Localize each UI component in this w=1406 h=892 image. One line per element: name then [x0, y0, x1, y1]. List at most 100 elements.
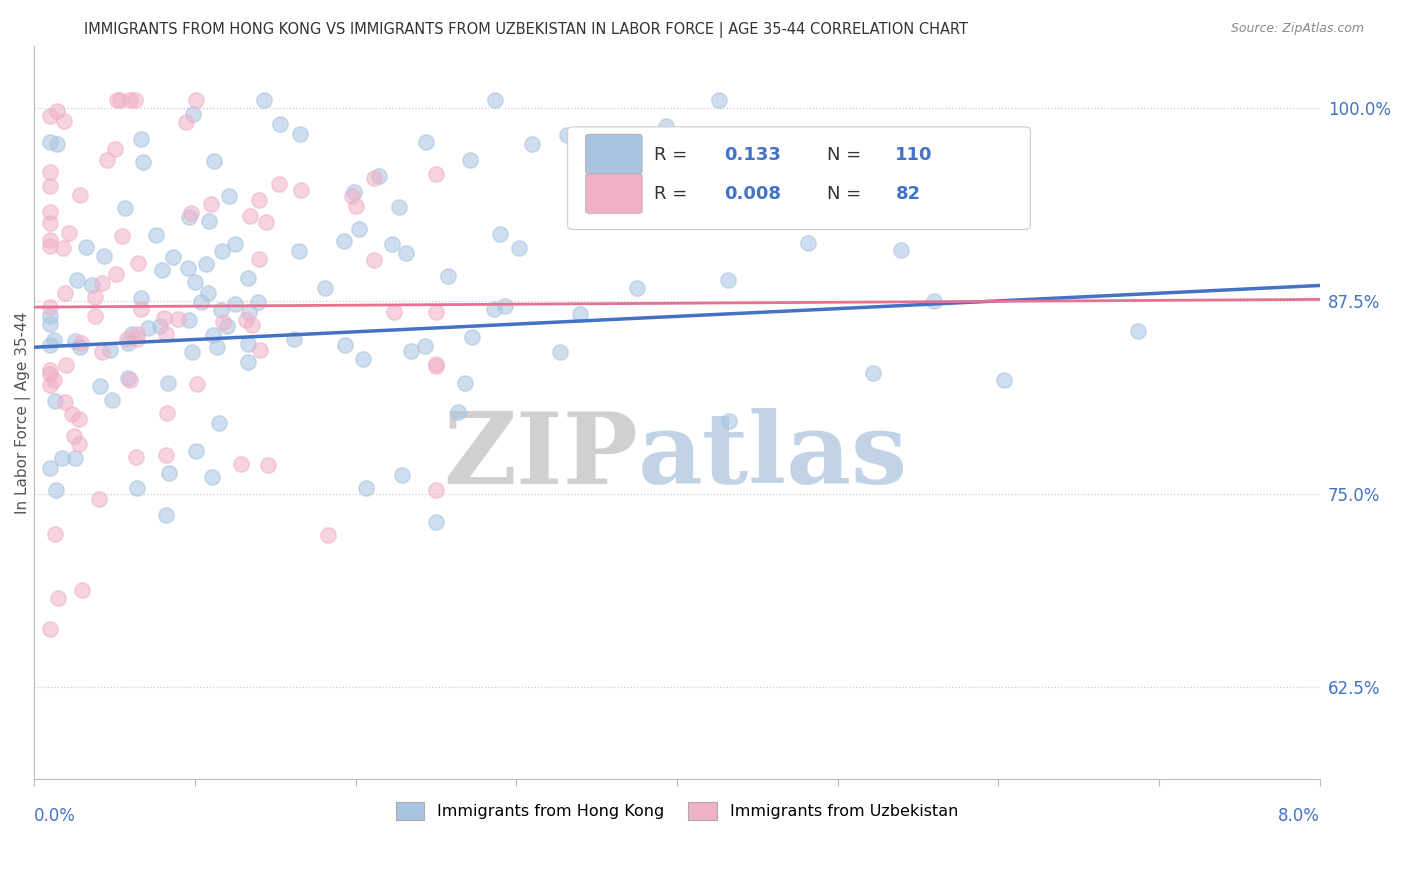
Point — [344, 199, 367, 213]
Point — [184, 443, 207, 458]
Point — [238, 270, 260, 285]
Point — [283, 332, 305, 346]
Point — [461, 330, 484, 344]
Point — [314, 281, 336, 295]
Point — [347, 222, 370, 236]
Point — [246, 295, 269, 310]
Point — [184, 275, 207, 289]
Point — [340, 189, 363, 203]
Point — [190, 295, 212, 310]
Point — [180, 345, 202, 359]
Point — [117, 370, 139, 384]
Point — [69, 340, 91, 354]
Point — [96, 153, 118, 167]
Point — [65, 451, 87, 466]
Text: 8.0%: 8.0% — [1278, 807, 1320, 825]
Point — [179, 312, 201, 326]
Point — [155, 327, 177, 342]
Point — [153, 311, 176, 326]
Point — [118, 93, 141, 107]
Point — [224, 297, 246, 311]
Point — [236, 355, 259, 369]
Point — [238, 336, 260, 351]
Point — [55, 358, 77, 372]
Point — [256, 458, 278, 472]
Text: 0.008: 0.008 — [724, 186, 782, 203]
Point — [238, 305, 260, 319]
Point — [568, 307, 591, 321]
Point — [425, 483, 447, 497]
Point — [247, 252, 270, 266]
Point — [45, 103, 67, 118]
Point — [156, 406, 179, 420]
Point — [91, 276, 114, 290]
Point — [117, 331, 139, 345]
Point — [121, 326, 143, 341]
Point — [177, 260, 200, 275]
Text: N =: N = — [827, 186, 868, 203]
Point — [484, 93, 506, 107]
Point — [58, 226, 80, 240]
Point — [69, 336, 91, 351]
Point — [425, 305, 447, 319]
Point — [395, 246, 418, 260]
Point — [60, 407, 83, 421]
Point — [44, 393, 66, 408]
Point — [111, 229, 134, 244]
Point — [484, 301, 506, 316]
Point — [52, 114, 75, 128]
Y-axis label: In Labor Force | Age 35-44: In Labor Force | Age 35-44 — [15, 311, 31, 514]
Point — [84, 310, 107, 324]
Point — [174, 114, 197, 128]
Point — [363, 252, 385, 267]
Point — [208, 416, 231, 430]
Point — [39, 460, 62, 475]
Point — [39, 135, 62, 149]
Point — [239, 210, 262, 224]
Point — [388, 200, 411, 214]
Point — [446, 405, 468, 419]
Point — [124, 93, 146, 107]
Point — [42, 373, 65, 387]
Point — [98, 343, 121, 357]
Point — [90, 345, 112, 359]
Point — [249, 343, 271, 358]
Point — [508, 241, 530, 255]
Point — [181, 107, 204, 121]
Point — [367, 169, 389, 183]
Point — [922, 293, 945, 308]
Point — [89, 379, 111, 393]
Point — [382, 304, 405, 318]
Point — [352, 352, 374, 367]
Point — [39, 109, 62, 123]
Point — [197, 214, 219, 228]
Point — [129, 131, 152, 145]
Point — [195, 257, 218, 271]
Point — [709, 93, 731, 107]
Point — [87, 492, 110, 507]
Text: IMMIGRANTS FROM HONG KONG VS IMMIGRANTS FROM UZBEKISTAN IN LABOR FORCE | AGE 35-: IMMIGRANTS FROM HONG KONG VS IMMIGRANTS … — [84, 22, 969, 38]
Point — [72, 583, 94, 598]
Point — [108, 93, 131, 107]
Point — [425, 167, 447, 181]
Point — [993, 372, 1015, 386]
Point — [155, 448, 177, 462]
Point — [80, 277, 103, 292]
Point — [626, 281, 648, 295]
Point — [53, 285, 76, 300]
Point — [125, 332, 148, 346]
Point — [149, 319, 172, 334]
FancyBboxPatch shape — [586, 134, 643, 174]
Point — [343, 185, 366, 199]
Point — [254, 214, 277, 228]
Point — [39, 204, 62, 219]
Point — [454, 376, 477, 391]
Point — [45, 483, 67, 497]
Point — [53, 395, 76, 409]
Point — [39, 216, 62, 230]
Point — [39, 318, 62, 332]
Point — [117, 336, 139, 351]
Point — [1126, 324, 1149, 338]
Point — [333, 338, 356, 352]
Point — [129, 291, 152, 305]
